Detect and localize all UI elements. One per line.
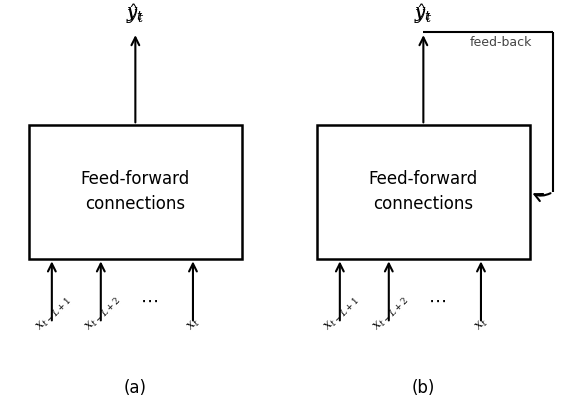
Text: $x_{t-L+2}$: $x_{t-L+2}$ [370,294,411,335]
Text: $x_{t-L+2}$: $x_{t-L+2}$ [82,294,123,335]
Text: $x_t$: $x_t$ [472,316,491,335]
Text: $\hat{y}_t$: $\hat{y}_t$ [414,2,433,26]
Text: (a): (a) [124,379,147,397]
Text: $x_{t-L+1}$: $x_{t-L+1}$ [33,294,74,335]
Text: $y_t$: $y_t$ [414,5,433,23]
Text: feed-back: feed-back [470,36,532,49]
Text: $x_{t-L+1}$: $x_{t-L+1}$ [321,294,362,335]
Text: (b): (b) [412,379,435,397]
Bar [317,125,530,259]
Text: $\cdots$: $\cdots$ [427,292,446,310]
Text: Feed-forward
connections: Feed-forward connections [81,170,190,213]
Text: $\hat{y}_t$: $\hat{y}_t$ [126,2,145,26]
Text: $x_t$: $x_t$ [184,316,203,335]
Bar [29,125,242,259]
Text: Feed-forward
connections: Feed-forward connections [369,170,478,213]
Text: $y_t$: $y_t$ [126,5,145,23]
Text: $\cdots$: $\cdots$ [139,292,158,310]
